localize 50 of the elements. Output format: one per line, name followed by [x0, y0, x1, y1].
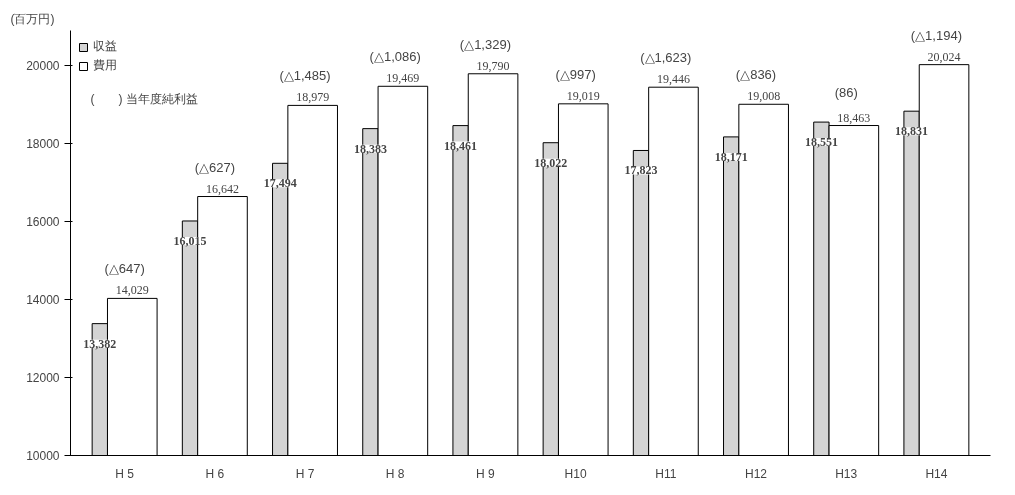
data-label: 19,019 [566, 88, 600, 103]
y-tick-label: 18000 [26, 137, 60, 152]
data-label: 18,461 [444, 138, 478, 153]
x-tick-label: H14 [925, 466, 948, 481]
annotation: (△1,485) [279, 68, 331, 84]
data-label: 19,790 [476, 58, 510, 73]
y-tick-label: 10000 [26, 449, 60, 463]
y-tick-label: 14000 [26, 293, 60, 308]
data-label: 18,979 [296, 90, 330, 105]
annotation: (△647) [104, 261, 145, 277]
data-label: 18,831 [895, 124, 929, 139]
data-label: 14,029 [115, 283, 149, 298]
legend-label: 費用 [93, 57, 117, 74]
annotation: (△1,623) [640, 50, 692, 66]
y-tick-label: 12000 [26, 371, 60, 386]
annotation: (△627) [194, 159, 235, 175]
legend-label: 収益 [93, 38, 117, 55]
y-axis-title: (百万円) [10, 11, 55, 26]
data-label: 18,551 [804, 135, 838, 150]
data-label: 16,015 [173, 233, 207, 248]
annotation: ( ) 当年度純利益 [90, 91, 198, 106]
x-tick-label: H 6 [205, 466, 225, 481]
x-tick-label: H 7 [295, 466, 315, 481]
annotation: (△1,086) [369, 49, 421, 65]
data-label: 17,823 [624, 163, 658, 178]
x-tick-label: H11 [655, 466, 677, 481]
x-tick-label: H12 [744, 466, 768, 481]
data-label: 13,382 [83, 336, 117, 351]
x-tick-label: H 5 [115, 466, 135, 481]
data-label: 18,463 [837, 110, 871, 125]
annotation: (△1,329) [459, 36, 512, 52]
data-label: 19,008 [747, 89, 781, 104]
x-tick-label: H10 [564, 466, 587, 481]
x-tick-label: H 9 [476, 466, 496, 481]
y-tick-label: 16000 [26, 215, 60, 230]
annotation: (△1,194) [910, 27, 962, 43]
data-label: 19,446 [656, 72, 690, 87]
data-label: 18,383 [353, 141, 387, 156]
data-label: 20,024 [927, 49, 961, 64]
x-tick-label: H 8 [385, 466, 405, 481]
annotation: (△836) [735, 67, 777, 83]
x-tick-label: H13 [835, 466, 858, 481]
data-label: 19,469 [386, 71, 420, 86]
annotation: (86) [834, 85, 858, 101]
y-tick-label: 20000 [26, 59, 60, 74]
data-label: 16,642 [205, 181, 239, 196]
data-label: 18,022 [534, 155, 568, 170]
annotation: (△997) [555, 66, 596, 82]
data-label: 18,171 [714, 149, 748, 164]
data-label: 17,494 [263, 176, 297, 191]
